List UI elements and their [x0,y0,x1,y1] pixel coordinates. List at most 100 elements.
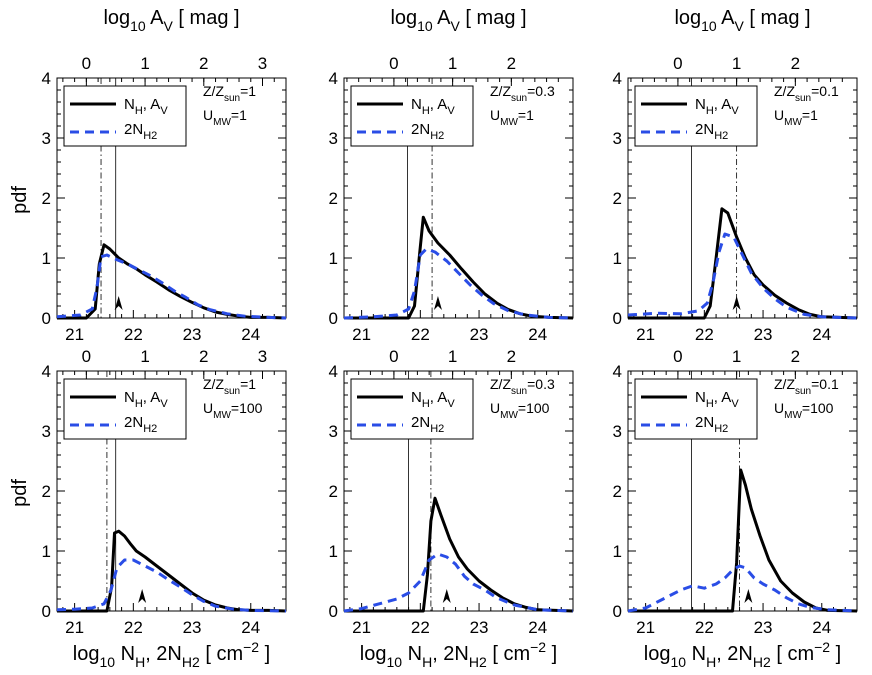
label-sub: 10 [386,654,402,670]
y-tick-label: 4 [42,69,51,88]
annotation-text: Z/Z [774,83,795,99]
legend-sub: V [160,105,168,117]
metallicity-annotation: Z/Zsun=0.1 [774,376,839,397]
radiation-field-annotation: UMW=1 [490,107,534,128]
title-sub: V [164,18,174,34]
label-text: , 2N [432,643,469,665]
label-sub: H [422,654,432,670]
x-tick-label: 21 [352,325,371,344]
title-text: log [390,7,417,29]
x-tick-label: 22 [124,325,143,344]
x-tick-label: 24 [528,325,547,344]
legend-sub: H2 [714,130,728,142]
annotation-text: Z/Z [203,83,224,99]
top-tick-label: 1 [140,54,149,73]
annotation-sub: sun [511,93,527,104]
legend-box [63,378,187,440]
annotation-text: =1 [240,376,256,392]
top-tick-label: 2 [199,347,208,366]
x-tick-label: 24 [241,618,260,637]
top-tick-label: 0 [673,347,682,366]
radiation-field-annotation: UMW=100 [490,400,550,421]
y-tick-label: 1 [42,249,51,268]
label-text: N [115,643,135,665]
legend-sub: V [731,398,739,410]
top-tick-label: 2 [507,347,516,366]
y-axis-label: pdf [9,186,31,214]
title-text: [ mag ] [173,7,240,29]
radiation-field-annotation: UMW=100 [203,400,263,421]
title-text: A [717,7,735,29]
legend-dashed-label: 2NH2 [695,121,728,142]
y-tick-label: 1 [42,542,51,561]
legend-sub: H [422,105,430,117]
legend-sub: H2 [714,423,728,435]
top-tick-label: 3 [258,54,267,73]
legend-dashed-label: 2NH2 [124,414,157,435]
series-nh-av-line [344,496,574,613]
top-tick-label: 0 [673,54,682,73]
y-tick-label: 1 [329,249,338,268]
legend-dashed-label: 2NH2 [411,121,444,142]
legend-solid-label: NH, AV [411,389,455,410]
annotation-sub: sun [511,386,527,397]
top-axis-title: log10 AV [ mag ] [103,7,239,34]
title-text: A [433,7,451,29]
x-tick-label: 21 [636,325,655,344]
label-text: log [360,643,387,665]
x-axis-label: log10 NH, 2NH2 [ cm−2 ] [644,639,841,670]
annotation-sub: MW [784,117,802,128]
y-tick-label: 4 [329,362,338,381]
legend-sub: H2 [143,130,157,142]
legend-box [350,378,474,440]
annotation-text: Z/Z [490,83,511,99]
top-tick-label: 2 [199,54,208,73]
y-tick-label: 1 [329,542,338,561]
legend-box [350,85,474,147]
arrow-marker-icon [433,296,442,310]
legend-text: 2N [695,121,714,138]
annotation-sub: MW [500,117,518,128]
annotation-text: =100 [802,400,834,416]
series-nh-av-line [344,215,574,320]
title-sub: 10 [701,18,717,34]
x-tick-label: 24 [241,325,260,344]
x-tick-label: 23 [470,325,489,344]
annotation-sub: sun [224,93,240,104]
legend-solid-label: NH, AV [124,389,168,410]
legend-sub: H2 [143,423,157,435]
series-2nh2-line [56,253,287,320]
x-tick-label: 22 [695,618,714,637]
label-text: [ cm [487,643,530,665]
legend-dashed-label: 2NH2 [695,414,728,435]
legend-sub: H2 [430,130,444,142]
legend-text: 2N [411,414,430,431]
legend-sub: V [160,398,168,410]
y-tick-label: 0 [613,309,622,328]
series-2nh2-line [343,247,574,320]
annotation-text: =0.3 [527,83,555,99]
x-tick-label: 22 [411,618,430,637]
legend-text: 2N [124,414,143,431]
top-tick-label: 1 [448,347,457,366]
radiation-field-annotation: UMW=1 [203,107,247,128]
annotation-sub: sun [795,386,811,397]
legend-text: , A [143,389,161,406]
y-tick-label: 0 [329,602,338,621]
annotation-text: =100 [518,400,550,416]
label-text: log [73,643,100,665]
y-tick-label: 0 [329,309,338,328]
arrow-marker-icon [744,589,753,603]
series-nh-av-line [57,243,287,320]
annotation-sub: MW [500,410,518,421]
legend-text: 2N [124,121,143,138]
legend-dashed-label: 2NH2 [411,414,444,435]
x-tick-label: 23 [754,618,773,637]
top-tick-label: 1 [732,347,741,366]
label-text: N [402,643,422,665]
metallicity-annotation: Z/Zsun=0.3 [490,83,555,104]
y-tick-label: 4 [613,362,622,381]
x-axis-label: log10 NH, 2NH2 [ cm−2 ] [73,639,270,670]
y-tick-label: 2 [42,189,51,208]
